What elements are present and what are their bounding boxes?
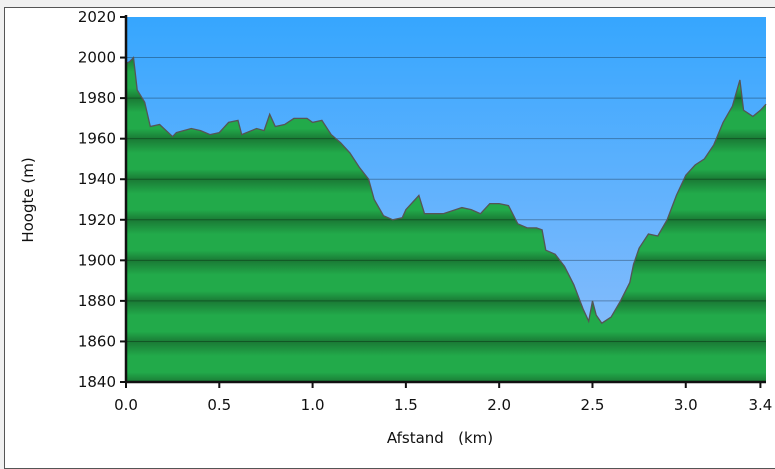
- y-tick-label: 1880: [78, 292, 116, 310]
- elevation-line: [125, 56, 767, 325]
- y-tick-label: 1860: [78, 332, 116, 350]
- x-tick-label: 2.0: [487, 396, 511, 414]
- x-tick-label: 3.4: [748, 396, 772, 414]
- x-tick-label: 1.0: [301, 396, 325, 414]
- x-tick-label: 0.5: [207, 396, 231, 414]
- y-tick-label: 1920: [78, 211, 116, 229]
- y-axis-label: Hoogte (m): [19, 157, 37, 242]
- x-tick-label: 1.5: [394, 396, 418, 414]
- y-tick-label: 1960: [78, 130, 116, 148]
- y-tick-label: 2000: [78, 49, 116, 67]
- y-tick-label: 1840: [78, 373, 116, 391]
- x-tick-label: 3.0: [674, 396, 698, 414]
- y-tick-label: 2020: [78, 8, 116, 26]
- y-tick-label: 1980: [78, 89, 116, 107]
- x-tick-label: 2.5: [581, 396, 605, 414]
- x-tick-label: 0.0: [114, 396, 138, 414]
- y-tick-label: 1900: [78, 251, 116, 269]
- x-axis-label: Afstand (km): [387, 429, 493, 447]
- elevation-area: [126, 57, 766, 382]
- y-tick-label: 1940: [78, 170, 116, 188]
